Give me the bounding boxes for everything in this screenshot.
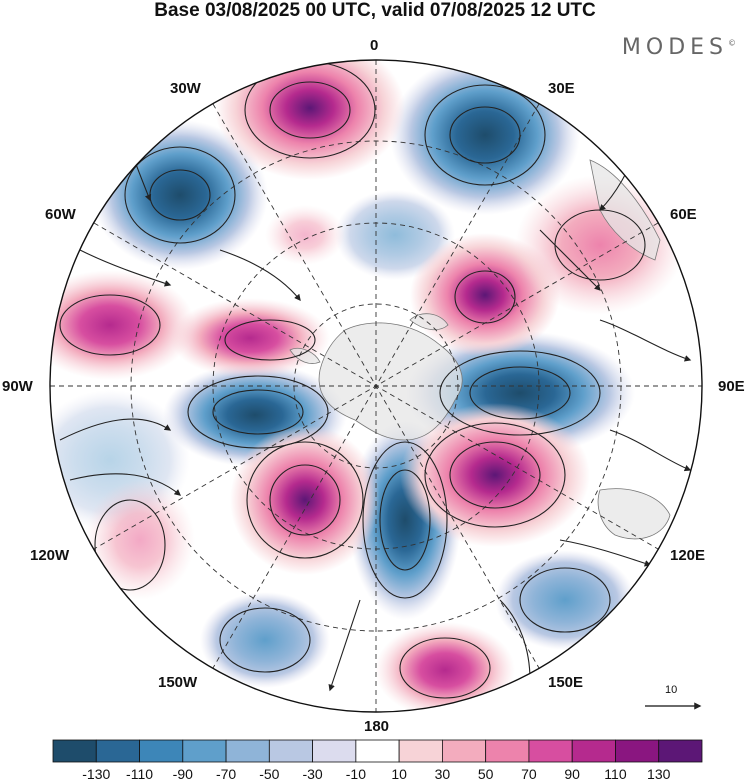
lon-label-0: 0 bbox=[370, 37, 379, 54]
colorbar-swatch bbox=[528, 739, 573, 763]
anomaly-high-140w bbox=[230, 425, 380, 575]
anomaly-low-150w bbox=[200, 592, 330, 688]
island-1 bbox=[409, 313, 449, 331]
africa-coast bbox=[589, 159, 661, 261]
colorbar-tick-label: -30 bbox=[302, 766, 323, 782]
colorbar-tick-label: 110 bbox=[604, 766, 627, 782]
positive-anomalies bbox=[50, 60, 685, 712]
australia-coast bbox=[597, 488, 671, 540]
anomaly-high-170e bbox=[375, 622, 515, 712]
lon-label-90w: 90W bbox=[2, 378, 33, 395]
lon-label-60w: 60W bbox=[45, 206, 76, 223]
colorbar-swatch bbox=[139, 739, 184, 763]
colorbar-tick-label: -130 bbox=[82, 766, 111, 782]
lon-label-180: 180 bbox=[364, 718, 390, 735]
colorbar-tick-label: -90 bbox=[172, 766, 193, 782]
anomaly-high-75w bbox=[170, 298, 330, 378]
graticule bbox=[50, 60, 702, 712]
colorbar-tick-label: 90 bbox=[564, 766, 580, 782]
colorbar-tick-label: 30 bbox=[434, 766, 451, 782]
colorbar-swatch bbox=[658, 739, 703, 763]
lon-label-150w: 150W bbox=[158, 674, 198, 691]
colorbar-swatch bbox=[312, 739, 357, 763]
colorbar-swatch bbox=[485, 739, 530, 763]
anomaly-high-120e bbox=[400, 403, 590, 547]
colorbar-tick-label: 10 bbox=[391, 766, 407, 782]
modes-logo: MODES© bbox=[622, 35, 736, 60]
colorbar-tick-label: 50 bbox=[477, 766, 494, 782]
colorbar-swatch bbox=[182, 739, 227, 763]
anomaly-high-80w bbox=[50, 270, 195, 380]
anomaly-high-45w bbox=[265, 205, 345, 265]
anomaly-low-135e bbox=[495, 550, 635, 650]
lon-label-60e: 60E bbox=[670, 206, 697, 223]
land-masses bbox=[289, 159, 671, 540]
antarctica-shape bbox=[318, 322, 463, 441]
map-title: Base 03/08/2025 00 UTC, valid 07/08/2025… bbox=[154, 0, 596, 21]
colorbar-swatch bbox=[95, 739, 140, 763]
streamlines bbox=[59, 61, 692, 699]
lon-label-30e: 30E bbox=[548, 80, 575, 97]
colorbar-swatch bbox=[268, 739, 314, 763]
colorbar-swatch bbox=[52, 739, 97, 763]
colorbar-tick-label: -70 bbox=[215, 766, 237, 782]
colorbar-swatch bbox=[225, 739, 270, 763]
colorbar-swatch bbox=[398, 739, 443, 763]
brand-text: MODES bbox=[621, 35, 728, 60]
colorbar-swatch bbox=[441, 739, 487, 763]
lon-label-150e: 150E bbox=[548, 674, 584, 691]
brand-mark: © bbox=[728, 38, 736, 48]
map-disc bbox=[50, 60, 702, 712]
colorbar-tick-label: -50 bbox=[259, 766, 280, 782]
colorbar-swatch bbox=[355, 739, 400, 763]
colorbar-tick-label: 130 bbox=[647, 766, 671, 782]
lon-label-120w: 120W bbox=[30, 547, 70, 564]
anomaly-high-120w bbox=[85, 480, 195, 600]
colorbar-swatch bbox=[615, 739, 660, 763]
colorbar-tick-label: 70 bbox=[521, 766, 537, 782]
map-boundary bbox=[49, 59, 703, 713]
lon-label-90e: 90E bbox=[718, 378, 745, 395]
colorbar bbox=[52, 739, 703, 763]
colorbar-swatch bbox=[571, 739, 616, 763]
colorbar-tick-label: -10 bbox=[345, 766, 366, 782]
lon-label-30w: 30W bbox=[170, 80, 201, 97]
reference-vector-label: 10 bbox=[665, 684, 678, 696]
lon-label-120e: 120E bbox=[670, 547, 706, 564]
peninsula bbox=[289, 347, 321, 364]
colorbar-tick-label: -110 bbox=[126, 766, 154, 782]
anomaly-low-10e bbox=[335, 190, 455, 280]
